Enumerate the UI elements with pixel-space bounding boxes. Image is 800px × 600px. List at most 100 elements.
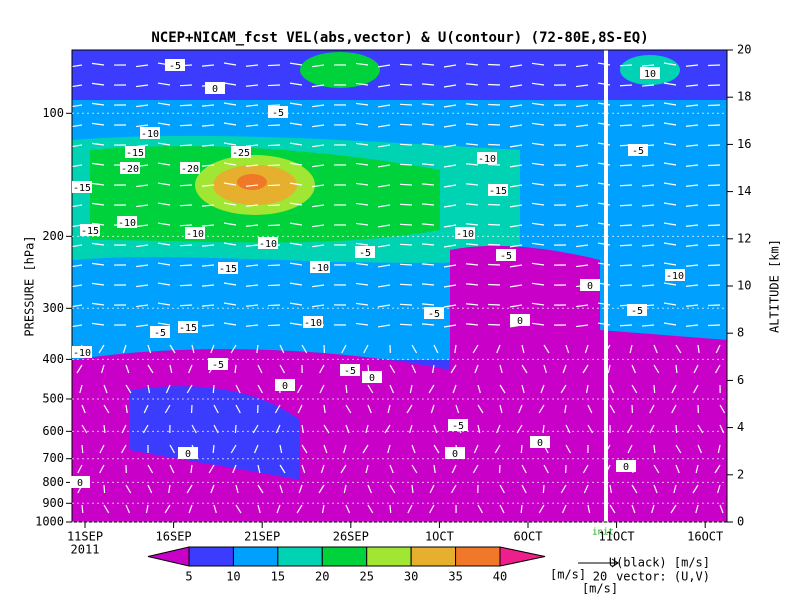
wind-vector bbox=[377, 84, 391, 88]
contour-label-bg bbox=[70, 476, 90, 488]
wind-vector bbox=[443, 224, 457, 228]
wind-vector bbox=[235, 404, 241, 414]
wind-vector bbox=[443, 184, 457, 188]
wind-vector bbox=[487, 103, 501, 106]
wind-vector bbox=[407, 504, 413, 514]
wind-vector bbox=[487, 163, 501, 166]
y2-tick-label: 4 bbox=[737, 420, 744, 434]
wind-vector bbox=[433, 464, 436, 474]
wind-vector bbox=[245, 324, 259, 327]
wind-vector bbox=[597, 202, 611, 206]
wind-vector bbox=[538, 404, 545, 414]
wind-vector bbox=[298, 484, 303, 494]
wind-vector bbox=[641, 84, 655, 87]
wind-vector bbox=[72, 124, 83, 128]
y2-tick-label: 14 bbox=[737, 184, 751, 198]
wind-vector bbox=[531, 102, 545, 106]
contour-label-bg bbox=[448, 419, 468, 431]
wind-vector bbox=[641, 104, 655, 107]
contour-label: -10 bbox=[141, 129, 159, 140]
wind-vector bbox=[188, 504, 193, 514]
wind-vector bbox=[179, 224, 193, 227]
wind-vector bbox=[91, 62, 105, 66]
contour-label-bg bbox=[355, 246, 375, 258]
wind-vector bbox=[531, 162, 545, 166]
y2-tick-label: 0 bbox=[737, 515, 744, 529]
wind-vector bbox=[389, 464, 394, 474]
wind-vector bbox=[619, 124, 633, 127]
wind-vector bbox=[191, 344, 195, 354]
wind-vector bbox=[321, 504, 325, 514]
wind-vector bbox=[318, 484, 325, 494]
contour-label: -15 bbox=[489, 186, 507, 197]
wind-vector bbox=[276, 504, 281, 514]
wind-vector bbox=[267, 144, 281, 147]
wind-vector bbox=[465, 263, 479, 266]
wind-vector bbox=[443, 144, 457, 148]
wind-vector bbox=[267, 324, 281, 327]
y2-tick-label: 16 bbox=[737, 137, 751, 151]
wind-vector bbox=[399, 323, 413, 326]
wind-vector bbox=[509, 164, 523, 168]
y2-tick-label: 20 bbox=[737, 43, 751, 57]
wind-vector bbox=[267, 164, 281, 167]
wind-vector bbox=[201, 324, 215, 327]
y2-tick-label: 2 bbox=[737, 467, 744, 481]
wind-vector bbox=[685, 284, 699, 287]
wind-vector bbox=[135, 204, 149, 208]
contour-label: -5 bbox=[631, 306, 643, 317]
wind-vector bbox=[91, 102, 105, 106]
wind-vector bbox=[697, 424, 704, 434]
wind-vector bbox=[365, 424, 369, 434]
wind-vector bbox=[487, 83, 501, 86]
wind-vector bbox=[619, 84, 633, 87]
contour-label: -5 bbox=[359, 248, 371, 259]
wind-vector bbox=[389, 384, 395, 394]
wind-vector bbox=[188, 364, 193, 374]
wind-vector bbox=[190, 464, 193, 474]
wind-vector bbox=[355, 242, 369, 246]
colorbar-label: 40 bbox=[493, 570, 507, 584]
wind-vector bbox=[147, 364, 154, 374]
wind-vector bbox=[91, 322, 105, 326]
wind-vector bbox=[411, 484, 414, 494]
wind-vector bbox=[443, 284, 457, 288]
wind-vector bbox=[542, 484, 545, 494]
y2-tick-label: 8 bbox=[737, 326, 744, 340]
wind-vector bbox=[169, 464, 175, 474]
wind-vector bbox=[631, 364, 636, 374]
contour-label: 0 bbox=[185, 449, 191, 460]
colorbar-box bbox=[188, 546, 234, 567]
wind-vector bbox=[560, 484, 567, 494]
wind-vector bbox=[179, 144, 193, 147]
wind-vector bbox=[443, 204, 457, 208]
wind-vector bbox=[421, 123, 435, 126]
wind-vector bbox=[465, 203, 479, 206]
contour-label-bg bbox=[185, 227, 205, 239]
wind-vector bbox=[673, 484, 677, 494]
colorbar-box bbox=[232, 546, 279, 567]
wind-vector bbox=[245, 244, 259, 247]
wind-vector bbox=[494, 444, 501, 454]
contour-label: 0 bbox=[537, 438, 543, 449]
wind-vector bbox=[387, 444, 391, 454]
wind-vector bbox=[465, 323, 479, 326]
wind-vector bbox=[564, 404, 567, 414]
colorbar-box bbox=[455, 546, 501, 567]
wind-vector bbox=[531, 82, 545, 86]
wind-vector bbox=[487, 243, 501, 246]
wind-vector bbox=[72, 84, 83, 88]
colorbar-label: 20 bbox=[315, 570, 329, 584]
wind-vector bbox=[421, 323, 435, 326]
wind-vector bbox=[707, 144, 721, 147]
wind-vector bbox=[147, 464, 154, 474]
wind-vector bbox=[157, 302, 171, 306]
wind-vector bbox=[649, 404, 655, 414]
wind-vector bbox=[707, 104, 721, 107]
wind-vector bbox=[597, 242, 611, 246]
contour-label: 0 bbox=[623, 462, 629, 473]
field bbox=[72, 50, 727, 522]
wind-vector bbox=[583, 484, 589, 494]
wind-vector bbox=[72, 264, 83, 268]
wind-vector bbox=[531, 242, 545, 246]
